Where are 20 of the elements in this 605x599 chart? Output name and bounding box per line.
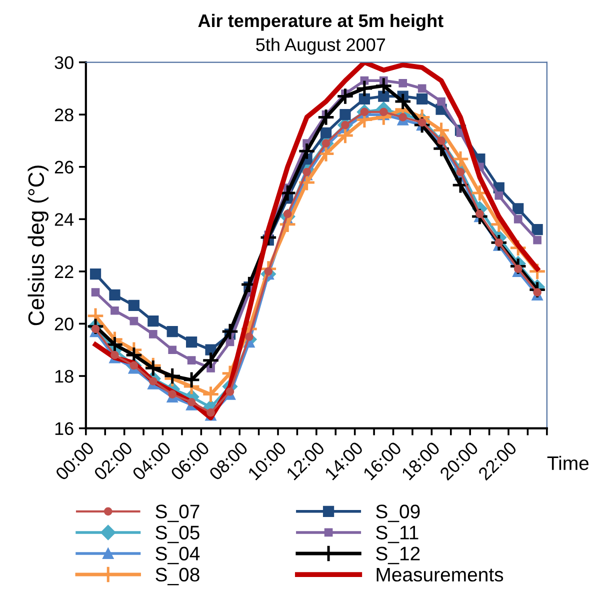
legend-label: S_04 bbox=[156, 546, 200, 564]
x-axis-title: Time bbox=[547, 456, 589, 470]
y-tick-label: 26 bbox=[54, 160, 74, 174]
y-tick-label: 28 bbox=[54, 108, 74, 122]
y-tick-label: 18 bbox=[55, 370, 74, 383]
legend-label: S_08 bbox=[156, 568, 200, 586]
legend-label: Measurements bbox=[376, 568, 504, 582]
legend-label: S_11 bbox=[376, 526, 418, 544]
chart-title: Air temperature at 5m height bbox=[198, 14, 444, 31]
y-tick-label: 24 bbox=[54, 213, 74, 226]
legend-label: S_05 bbox=[156, 526, 200, 544]
legend-label: S_07 bbox=[156, 504, 200, 522]
y-axis-title: Celsius deg (°C) bbox=[28, 166, 48, 326]
legend-label: S_12 bbox=[376, 546, 420, 564]
y-tick-label: 22 bbox=[54, 265, 74, 278]
y-tick-label: 16 bbox=[55, 422, 74, 436]
y-tick-label: 20 bbox=[54, 318, 74, 330]
chart-subtitle: 5th August 2007 bbox=[256, 38, 386, 55]
legend-label: S_09 bbox=[376, 504, 420, 522]
y-tick-label: 30 bbox=[54, 56, 74, 70]
